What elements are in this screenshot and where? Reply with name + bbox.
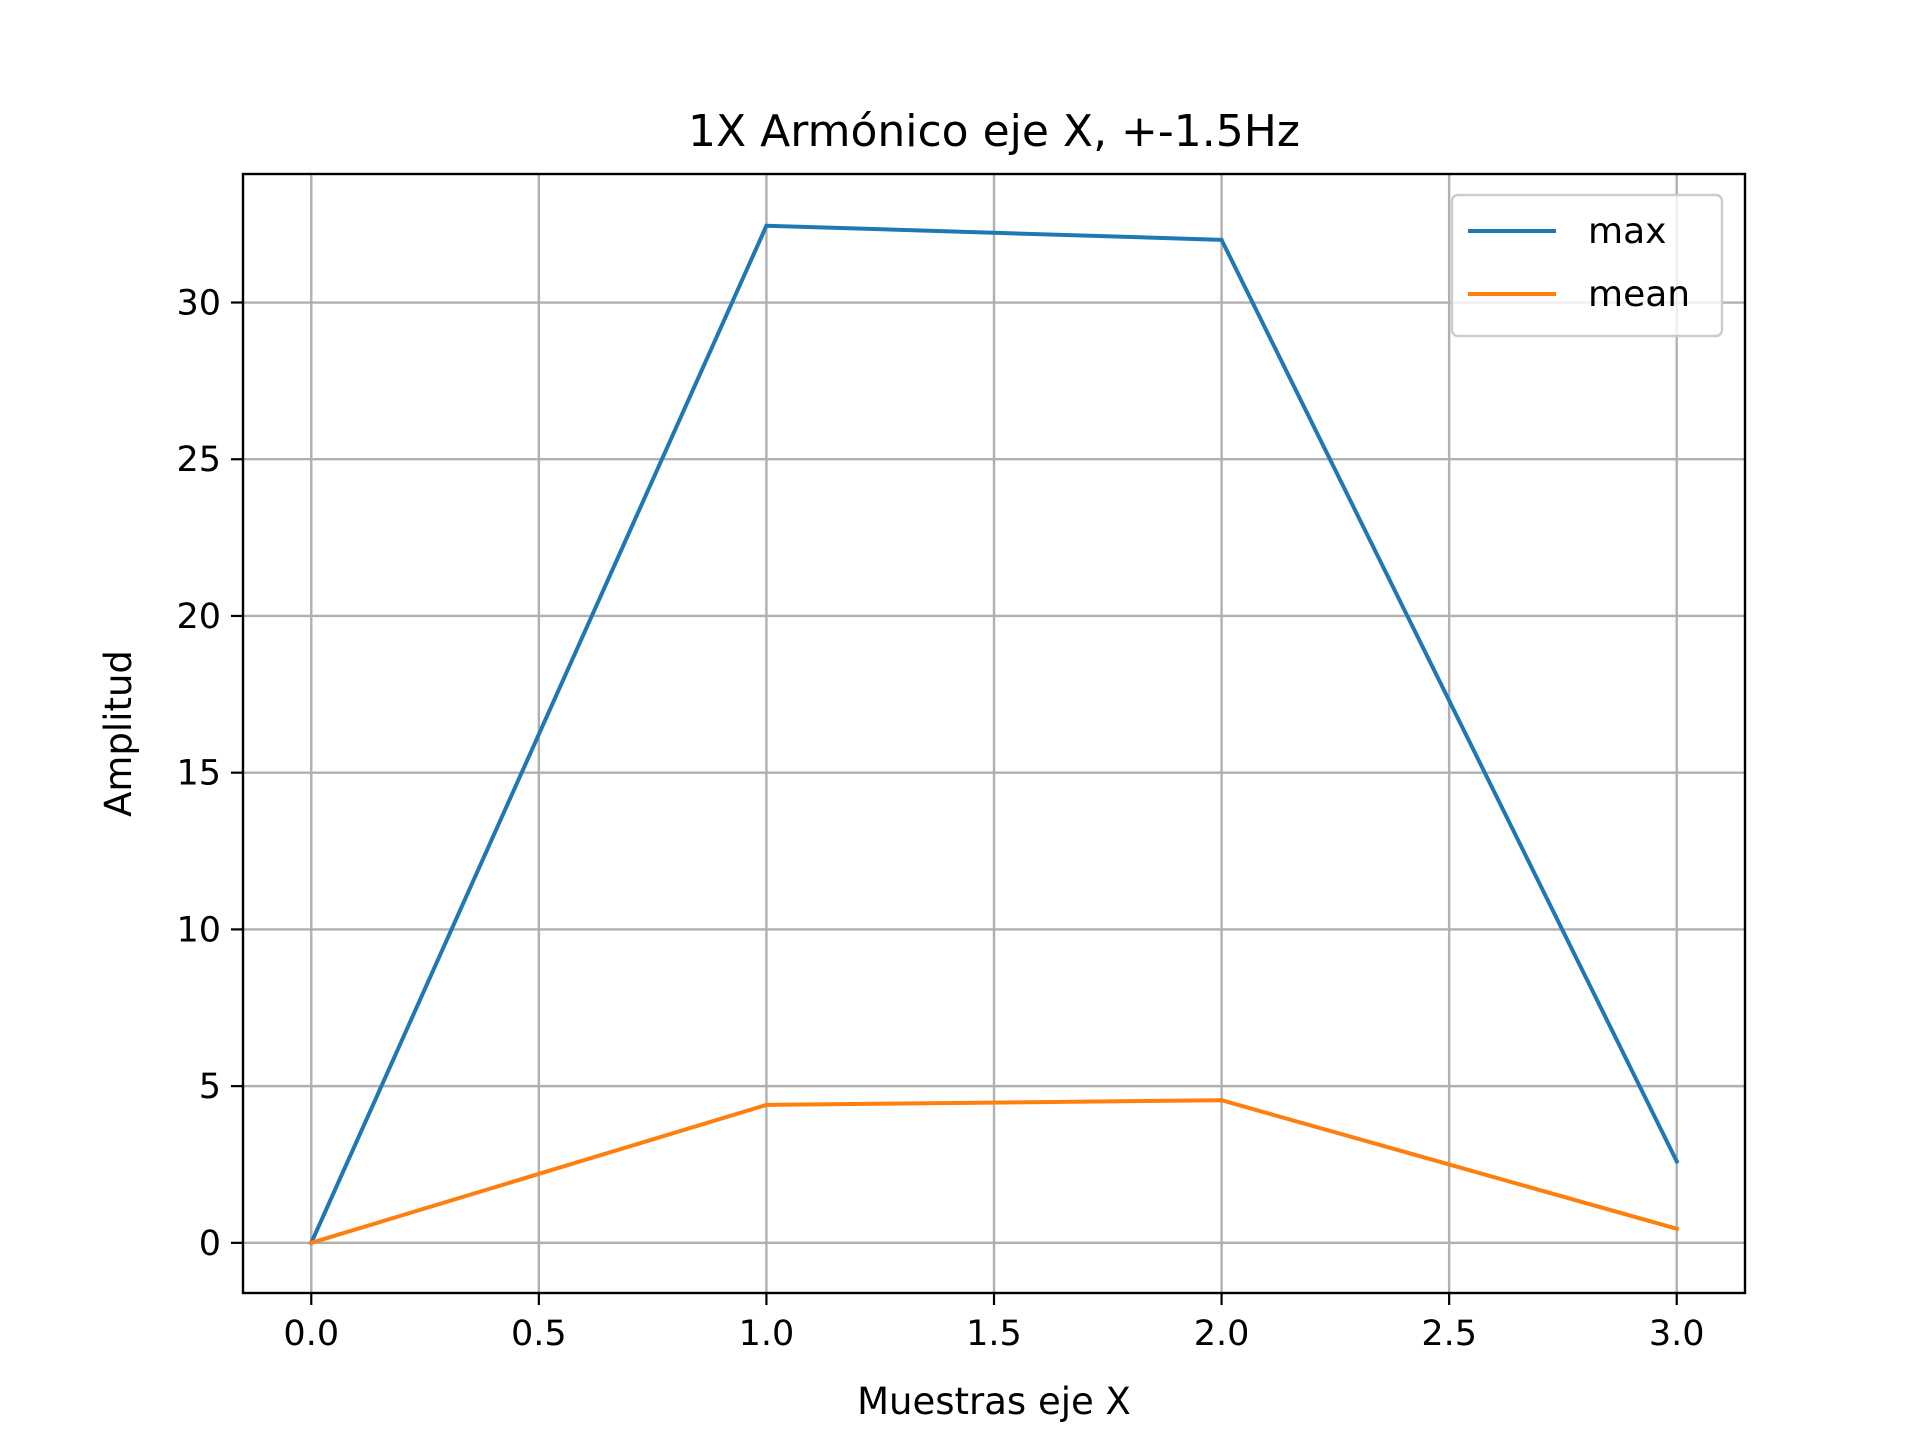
- series-line-mean: [308, 1098, 1680, 1246]
- data-point-max: [764, 223, 769, 228]
- y-tick-label: 25: [176, 440, 221, 480]
- legend-label-max: max: [1588, 211, 1666, 252]
- data-point-mean: [764, 1102, 769, 1107]
- legend: max mean: [1450, 193, 1724, 338]
- y-axis-label: Amplitud: [97, 650, 140, 817]
- data-point-mean: [1219, 1098, 1224, 1103]
- grid: [243, 174, 1745, 1293]
- chart-title: 1X Armónico eje X, +-1.5Hz: [688, 106, 1300, 157]
- x-tick-label: 2.0: [1194, 1314, 1250, 1354]
- x-tick-label: 3.0: [1649, 1314, 1705, 1354]
- x-tick-label: 0.5: [511, 1314, 567, 1354]
- data-point-max: [1674, 1159, 1679, 1164]
- data-point-mean: [309, 1240, 314, 1245]
- y-tick-label: 5: [199, 1067, 221, 1107]
- y-tick-label: 15: [176, 754, 221, 794]
- data-point-mean: [1674, 1226, 1679, 1231]
- legend-label-mean: mean: [1588, 274, 1690, 315]
- series-layer: [308, 223, 1680, 1246]
- x-tick-label: 1.0: [739, 1314, 795, 1354]
- x-tick-label: 2.5: [1421, 1314, 1477, 1354]
- y-tick-label: 0: [199, 1224, 221, 1264]
- x-axis-label: Muestras eje X: [857, 1380, 1131, 1423]
- ticks: 0.0 0.5 1.0 1.5 2.0 2.5 3.0 0 5 10 15 20 25 30: [176, 284, 1704, 1354]
- data-point-max: [1219, 237, 1224, 242]
- y-tick-label: 10: [176, 910, 221, 950]
- y-tick-label: 30: [176, 284, 221, 324]
- y-tick-label: 20: [176, 597, 221, 637]
- x-tick-label: 0.0: [283, 1314, 339, 1354]
- x-tick-label: 1.5: [966, 1314, 1022, 1354]
- series-line-max: [308, 223, 1680, 1246]
